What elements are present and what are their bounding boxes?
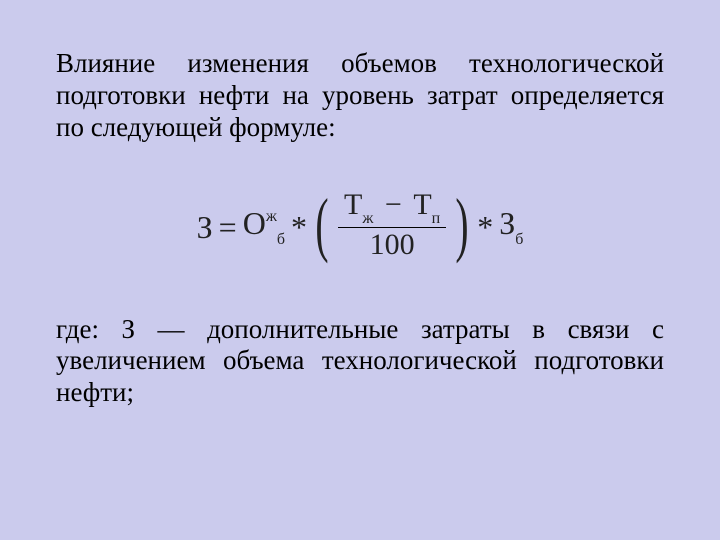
formula: З = Ожб * ( Тж − Тп 100 ) * Зб — [194, 190, 527, 264]
minus-sign: − — [381, 188, 406, 221]
lhs-symbol: З — [194, 211, 216, 243]
term-Z-sub: б — [515, 231, 523, 248]
slide: Влияние изменения объемов технологическо… — [0, 0, 720, 540]
term-Z: Зб — [496, 207, 526, 245]
fraction-numerator: Тж − Тп — [338, 188, 446, 227]
term-O-sub: б — [277, 231, 285, 248]
num-Tp-base: Т — [413, 188, 431, 221]
num-Tp-sub: п — [432, 210, 441, 227]
term-O-sup: ж — [266, 208, 277, 225]
fraction-denominator: 100 — [364, 228, 421, 262]
num-Tzh-sub: ж — [362, 210, 373, 227]
definition-paragraph: где: З — дополнительные затраты в связи … — [56, 314, 664, 410]
fraction: Тж − Тп 100 — [338, 188, 446, 262]
mul-2: * — [474, 211, 496, 243]
equals-sign: = — [216, 211, 240, 243]
term-Z-base: З — [499, 205, 515, 241]
term-O: Ожб — [240, 207, 288, 245]
mul-1: * — [288, 211, 310, 243]
intro-paragraph: Влияние изменения объемов технологическо… — [56, 48, 664, 144]
formula-block: З = Ожб * ( Тж − Тп 100 ) * Зб — [56, 190, 664, 264]
term-O-base: О — [243, 205, 266, 241]
left-paren: ( — [315, 192, 328, 257]
num-Tzh-base: Т — [344, 188, 362, 221]
right-paren: ) — [456, 192, 469, 257]
